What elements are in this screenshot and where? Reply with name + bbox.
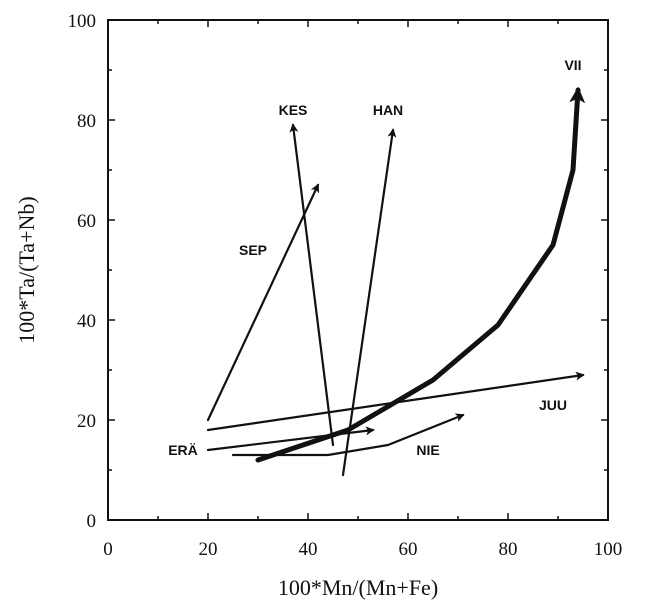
x-axis-title: 100*Mn/(Mn+Fe) xyxy=(278,575,438,600)
x-tick-label: 40 xyxy=(299,539,318,560)
y-axis-ticks: 0 20 40 60 80 100 xyxy=(68,11,608,532)
x-axis-ticks: 0 20 40 60 80 100 xyxy=(103,20,622,560)
x-tick-label: 100 xyxy=(594,539,623,560)
series-line-er- xyxy=(206,426,375,452)
y-tick-label: 20 xyxy=(77,411,96,432)
y-axis-title: 100*Ta/(Ta+Nb) xyxy=(14,196,39,343)
series-label-sep: SEP xyxy=(239,242,267,258)
y-tick-label: 100 xyxy=(68,11,97,32)
series-line-nie xyxy=(231,413,465,457)
series-line-juu xyxy=(206,371,585,432)
y-tick-label: 60 xyxy=(77,211,96,232)
series-label-nie: NIE xyxy=(416,442,439,458)
series-line-sep xyxy=(206,183,320,422)
series-labels: VII KES HAN SEP JUU ERÄ NIE xyxy=(168,57,581,458)
y-tick-label: 40 xyxy=(77,311,96,332)
series-label-han: HAN xyxy=(373,102,403,118)
series-label-kes: KES xyxy=(279,102,308,118)
y-tick-label: 80 xyxy=(77,111,96,132)
x-tick-label: 60 xyxy=(399,539,418,560)
series-line-han xyxy=(341,128,397,477)
series-label-vii: VII xyxy=(564,57,581,73)
series-line-vii xyxy=(255,86,586,463)
y-tick-label: 0 xyxy=(87,511,97,532)
series-layer xyxy=(206,86,586,477)
series-line-kes xyxy=(289,123,335,447)
series-label-er-: ERÄ xyxy=(168,442,198,458)
x-tick-label: 20 xyxy=(199,539,218,560)
x-tick-label: 0 xyxy=(103,539,113,560)
x-tick-label: 80 xyxy=(499,539,518,560)
series-label-juu: JUU xyxy=(539,397,567,413)
